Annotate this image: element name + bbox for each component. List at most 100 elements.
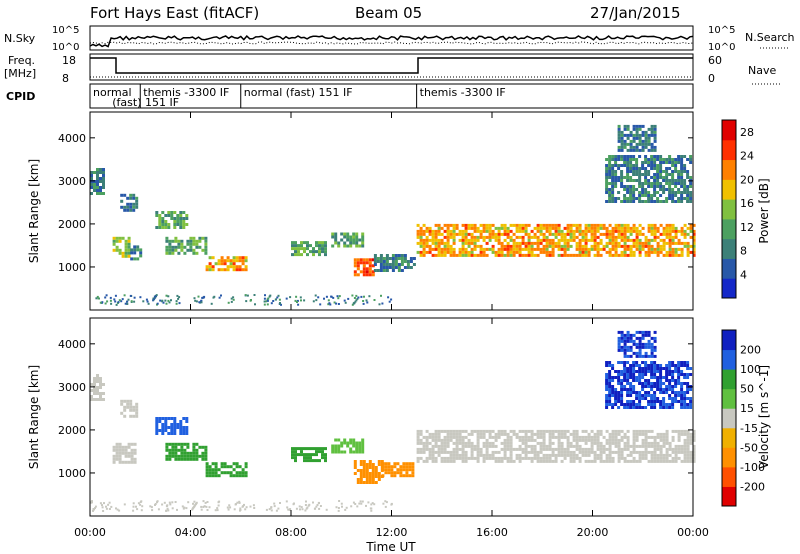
heatmap-cell [165, 509, 168, 512]
heatmap-cell [200, 299, 203, 302]
heatmap-cell [108, 501, 111, 504]
heatmap-cell [408, 474, 412, 478]
heatmap-cell [644, 194, 648, 197]
heatmap-cell [150, 506, 153, 509]
heatmap-cell [217, 504, 220, 507]
heatmap-cell [614, 185, 618, 188]
heatmap-cell [377, 460, 381, 463]
heatmap-cell [608, 167, 612, 170]
heatmap-cell [524, 438, 528, 442]
heatmap-cell [599, 223, 603, 227]
heatmap-cell [278, 302, 281, 305]
heatmap-cell [269, 294, 272, 297]
heatmap-cell [291, 447, 294, 451]
heatmap-cell [446, 456, 450, 460]
heatmap-cell [204, 242, 208, 246]
heatmap-cell [530, 250, 534, 254]
heatmap-cell [133, 442, 137, 446]
heatmap-cell [238, 501, 241, 504]
heatmap-cell [488, 238, 492, 242]
heatmap-cell [121, 254, 125, 258]
heatmap-cell [340, 502, 343, 505]
heatmap-cell [632, 403, 636, 406]
heatmap-cell [683, 179, 687, 182]
heatmap-cell [638, 406, 642, 409]
colorbar-swatch [722, 466, 736, 487]
heatmap-cell [560, 444, 564, 448]
heatmap-cell [644, 173, 648, 176]
heatmap-cell [132, 414, 136, 418]
heatmap-cell [452, 235, 456, 239]
heatmap-cell [295, 295, 298, 298]
heatmap-cell [461, 453, 465, 457]
heatmap-cell [680, 406, 684, 409]
heatmap-cell [352, 235, 356, 239]
heatmap-cell [671, 194, 675, 197]
heatmap-cell [127, 239, 131, 243]
heatmap-cell [440, 459, 444, 463]
heatmap-cell [428, 456, 432, 460]
heatmap-cell [638, 373, 642, 376]
heatmap-cell [428, 453, 432, 457]
heatmap-cell [686, 385, 690, 388]
heatmap-cell [626, 330, 630, 334]
heatmap-cell [569, 459, 573, 463]
heatmap-cell [611, 155, 615, 158]
heatmap-cell [208, 474, 212, 478]
heatmap-cell [129, 405, 133, 409]
heatmap-cell [659, 406, 663, 409]
heatmap-cell [112, 242, 116, 246]
heatmap-cell [352, 444, 356, 448]
heatmap-cell [400, 257, 404, 260]
heatmap-cell [208, 465, 212, 469]
heatmap-cell [121, 298, 124, 301]
heatmap-cell [306, 447, 309, 451]
heatmap-cell [581, 229, 585, 233]
heatmap-cell [312, 459, 315, 463]
heatmap-cell [593, 450, 597, 454]
heatmap-cell [641, 382, 645, 385]
heatmap-cell [665, 391, 669, 394]
colorbar-swatch [722, 179, 736, 200]
heatmap-cell [182, 426, 186, 429]
heatmap-cell [677, 241, 681, 245]
heatmap-cell [115, 457, 119, 461]
heatmap-cell [208, 268, 212, 272]
heatmap-cell [411, 468, 415, 472]
heatmap-cell [608, 197, 612, 200]
heatmap-cell [118, 460, 122, 464]
heatmap-cell [626, 176, 630, 179]
heatmap-cell [416, 450, 420, 454]
heatmap-cell [668, 226, 672, 230]
heatmap-cell [536, 223, 540, 227]
heatmap-cell [252, 504, 255, 507]
heatmap-cell [686, 382, 690, 385]
heatmap-cell [349, 447, 353, 451]
heatmap-cell [596, 444, 600, 448]
heatmap-cell [548, 453, 552, 457]
heatmap-cell [614, 241, 618, 245]
heatmap-cell [431, 435, 435, 439]
heatmap-cell [656, 226, 660, 230]
heatmap-cell [186, 239, 190, 243]
heatmap-cell [635, 164, 639, 167]
heatmap-cell [587, 247, 591, 251]
heatmap-cell [297, 303, 300, 306]
heatmap-cell [270, 506, 273, 509]
heatmap-cell [422, 229, 426, 233]
heatmap-cell [129, 208, 133, 212]
heatmap-cell [365, 472, 369, 475]
heatmap-cell [503, 244, 507, 248]
heatmap-cell [617, 148, 621, 152]
heatmap-cell [220, 465, 224, 469]
cpid-segment-label: themis -3300 IF [420, 86, 506, 99]
heatmap-cell [476, 432, 480, 436]
heatmap-cell [551, 253, 555, 257]
heatmap-cell [686, 194, 690, 197]
heatmap-cell [557, 435, 561, 439]
heatmap-cell [638, 456, 642, 460]
heatmap-cell [300, 447, 303, 451]
heatmap-cell [171, 451, 175, 455]
heatmap-cell [506, 241, 510, 245]
heatmap-cell [629, 382, 633, 385]
